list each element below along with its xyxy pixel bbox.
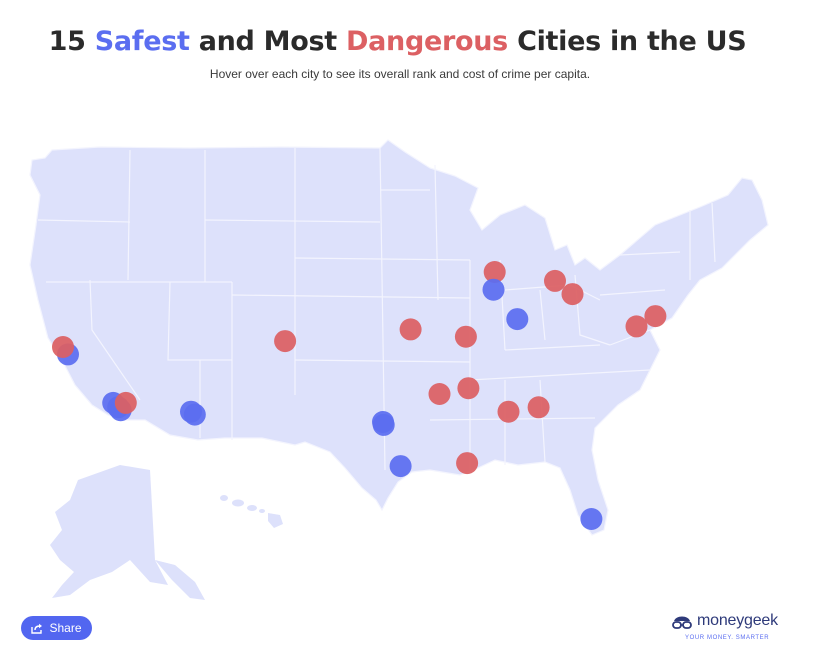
- city-marker-new-orleans-danger[interactable]: [456, 452, 479, 475]
- city-marker-memphis-danger[interactable]: [457, 377, 480, 400]
- title-safest-word: Safest: [94, 26, 190, 57]
- city-markers: [52, 261, 667, 530]
- city-marker-miami-safe[interactable]: [580, 508, 603, 530]
- moneygeek-brand[interactable]: moneygeek YOUR MONEY. SMARTER: [672, 612, 792, 646]
- title-number: 15: [48, 26, 86, 57]
- city-marker-san-bernardino-danger[interactable]: [114, 391, 137, 414]
- alaska-panhandle: [155, 560, 205, 600]
- city-marker-birmingham-danger[interactable]: [497, 400, 520, 423]
- brand-name: moneygeek: [697, 612, 778, 629]
- brand-tagline: YOUR MONEY. SMARTER: [685, 635, 770, 641]
- title-dangerous-word: Dangerous: [346, 26, 508, 57]
- city-marker-detroit-danger[interactable]: [544, 269, 566, 292]
- page-subtitle: Hover over each city to see its overall …: [209, 67, 591, 81]
- contiguous-us-shape: [29, 139, 769, 536]
- city-marker-philadelphia-danger[interactable]: [644, 305, 667, 328]
- city-marker-cleveland-danger[interactable]: [561, 283, 584, 306]
- city-marker-atlanta-danger[interactable]: [527, 396, 550, 419]
- share-icon: [31, 623, 43, 634]
- city-marker-indianapolis-safe[interactable]: [506, 308, 529, 331]
- city-marker-phoenix-safe-2[interactable]: [183, 403, 206, 426]
- alaska-shape: [50, 465, 168, 598]
- city-marker-kansas-city-danger[interactable]: [399, 318, 422, 341]
- city-marker-chicago-safe[interactable]: [482, 278, 505, 301]
- city-marker-houston-safe[interactable]: [389, 455, 412, 478]
- share-label: Share: [49, 621, 82, 635]
- page-title: 15 Safest and Most Dangerous Cities in t…: [0, 26, 795, 57]
- city-marker-pueblo-danger[interactable]: [274, 330, 297, 353]
- title-mid: and Most: [198, 26, 337, 57]
- city-marker-dallas-safe-2[interactable]: [372, 413, 395, 436]
- city-marker-baltimore-danger[interactable]: [625, 315, 648, 338]
- city-marker-little-rock-danger[interactable]: [428, 383, 451, 405]
- us-map[interactable]: [0, 0, 815, 600]
- moneygeek-logo-icon: [672, 616, 692, 629]
- share-button[interactable]: Share: [21, 616, 92, 640]
- us-land: [29, 139, 769, 536]
- city-marker-norcal-danger[interactable]: [52, 336, 74, 358]
- hawaii-shapes: [220, 495, 283, 528]
- city-marker-st-louis-danger[interactable]: [454, 325, 477, 348]
- city-marker-milwaukee-danger[interactable]: [483, 261, 506, 283]
- title-suffix: Cities in the US: [517, 26, 747, 57]
